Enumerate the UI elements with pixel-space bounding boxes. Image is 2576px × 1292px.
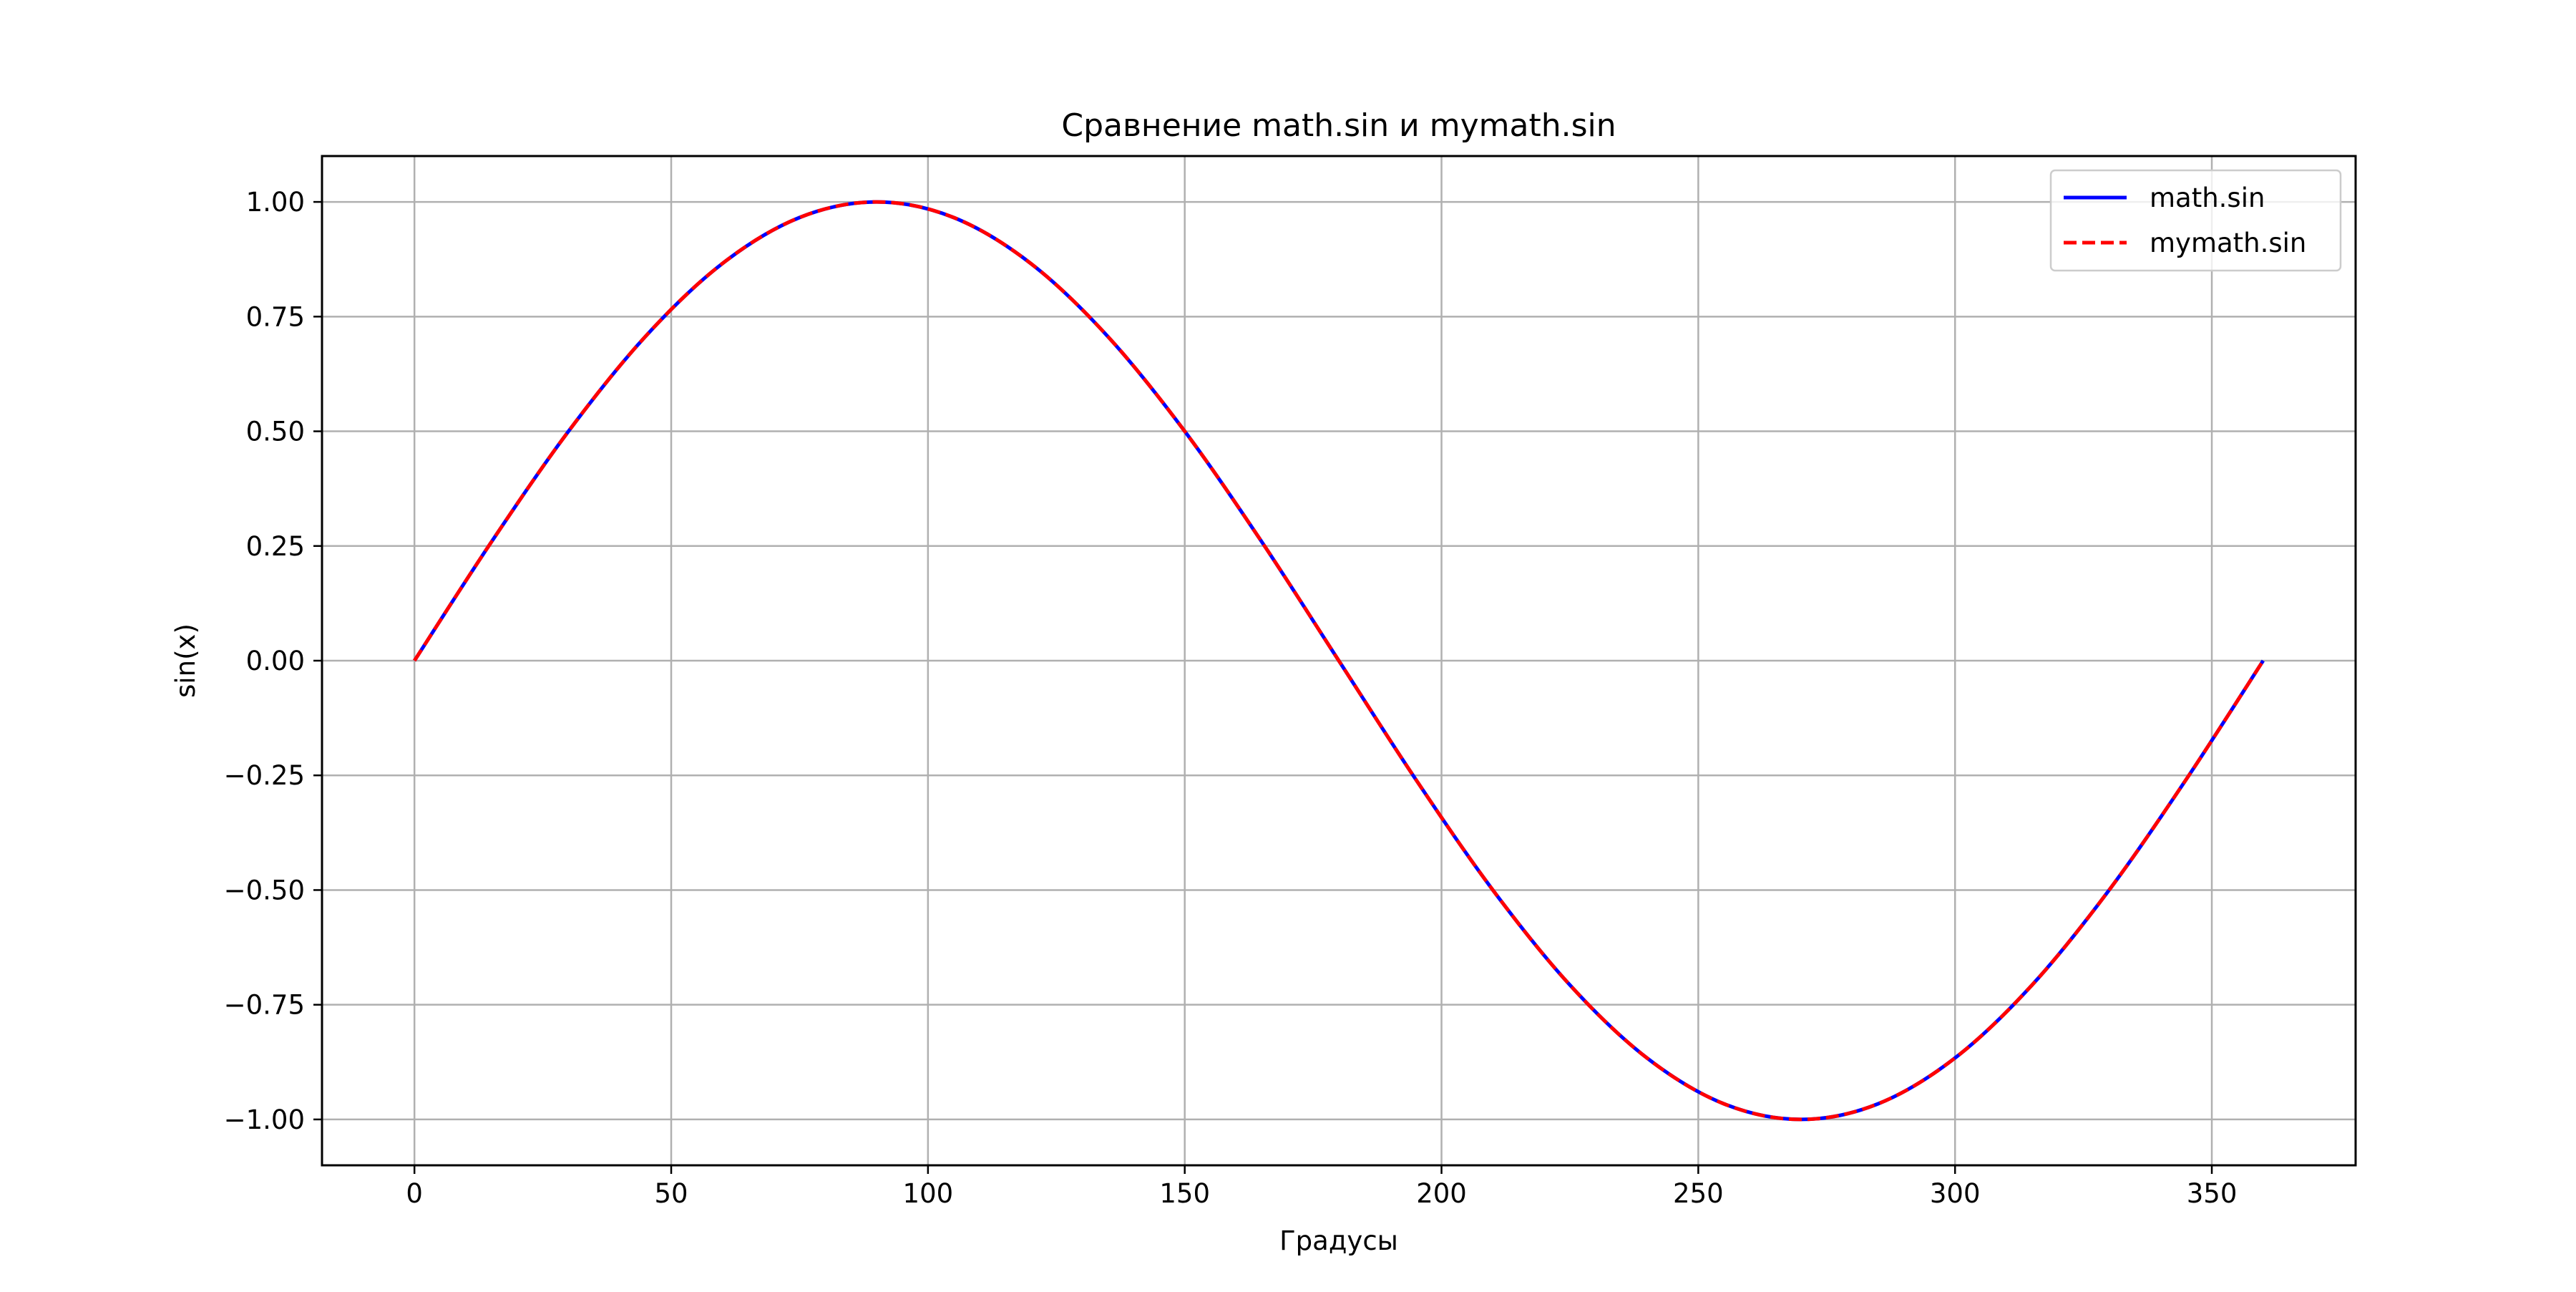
x-tick-label: 0 <box>406 1178 423 1209</box>
chart-title: Сравнение math.sin и mymath.sin <box>1061 107 1616 144</box>
y-tick-label: 1.00 <box>246 187 305 218</box>
y-tick-label: 0.25 <box>246 531 305 562</box>
y-tick-label: −1.00 <box>224 1104 305 1135</box>
x-tick-label: 200 <box>1416 1178 1467 1209</box>
x-tick-label: 50 <box>654 1178 688 1209</box>
y-tick-label: −0.25 <box>224 760 305 791</box>
axis-ticks: 0 50 100 150 200 250 300 350 1.00 0.75 0.50 0.25 0.0… <box>224 187 2238 1209</box>
y-tick-label: −0.75 <box>224 990 305 1021</box>
legend-label-math-sin: math.sin <box>2150 183 2265 213</box>
y-tick-label: 0.00 <box>246 646 305 676</box>
x-axis-label: Градусы <box>1279 1225 1398 1256</box>
y-tick-label: 0.75 <box>246 301 305 332</box>
legend-box <box>2049 169 2342 272</box>
x-tick-label: 350 <box>2187 1178 2238 1209</box>
legend: math.sin mymath.sin <box>2049 169 2342 272</box>
y-axis-label: sin(x) <box>170 623 201 698</box>
y-tick-label: −0.50 <box>224 875 305 905</box>
x-tick-label: 300 <box>1930 1178 1981 1209</box>
y-tick-label: 0.50 <box>246 417 305 447</box>
series-lines <box>413 200 2265 1122</box>
x-tick-label: 150 <box>1159 1178 1210 1209</box>
series-line-mymath-sin <box>413 200 2265 1122</box>
x-tick-label: 100 <box>903 1178 954 1209</box>
legend-label-mymath-sin: mymath.sin <box>2150 228 2306 258</box>
grid-lines <box>322 156 2356 1165</box>
x-tick-label: 250 <box>1673 1178 1724 1209</box>
